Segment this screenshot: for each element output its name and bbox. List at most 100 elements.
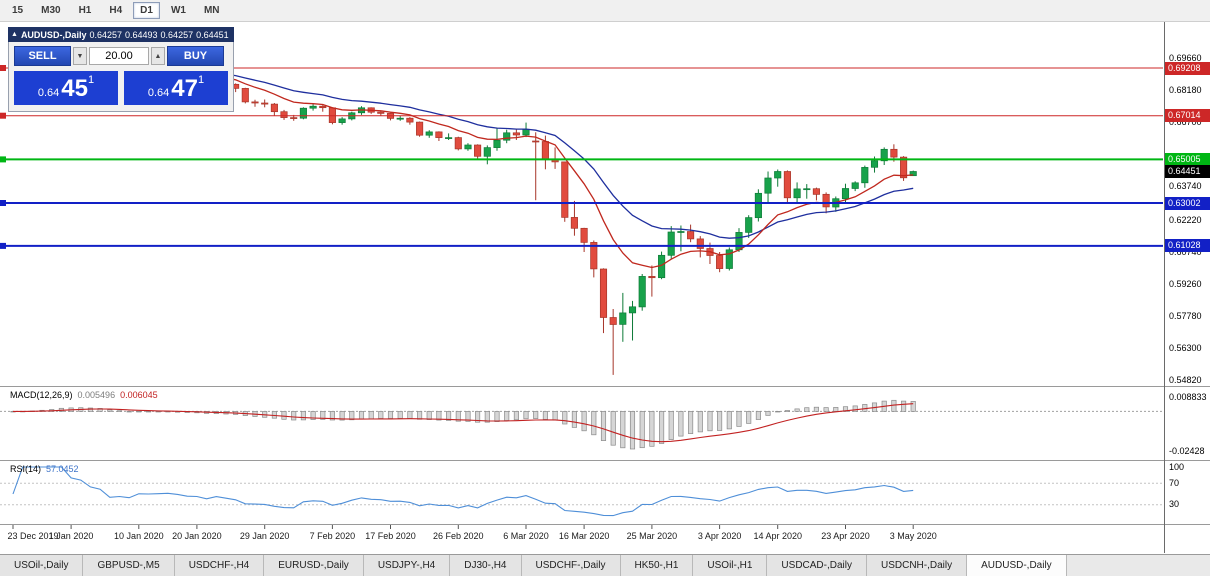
macd-histogram-bar xyxy=(746,411,752,424)
candle xyxy=(628,306,637,314)
candle xyxy=(396,117,404,120)
macd-histogram-bar xyxy=(126,411,132,413)
candle xyxy=(648,276,656,279)
hline-anchor[interactable] xyxy=(0,200,6,206)
timeframe-button-m30[interactable]: M30 xyxy=(34,2,67,19)
chart-tab-hk50-h1[interactable]: HK50-,H1 xyxy=(620,555,694,576)
macd-histogram-bar xyxy=(639,411,645,449)
chart-tab-dj30-h4[interactable]: DJ30-,H4 xyxy=(450,555,522,576)
macd-histogram-bar xyxy=(707,411,713,432)
chart-title-bar[interactable]: ▲ AUDUSD-,Daily 0.64257 0.64493 0.64257 … xyxy=(8,27,234,42)
macd-histogram-bar xyxy=(446,411,452,421)
macd-histogram-bar xyxy=(291,411,297,421)
macd-histogram-bar xyxy=(407,411,413,419)
ohlc-high: 0.64493 xyxy=(125,29,158,40)
macd-histogram-bar xyxy=(591,411,597,436)
chart-tab-usdchf-daily[interactable]: USDCHF-,Daily xyxy=(521,555,621,576)
macd-histogram-bar xyxy=(629,411,636,450)
macd-signal-line xyxy=(13,403,914,443)
candle xyxy=(774,171,782,179)
chart-tab-usdchf-h4[interactable]: USDCHF-,H4 xyxy=(174,555,265,576)
candle xyxy=(561,161,569,218)
candle xyxy=(512,132,520,136)
candle xyxy=(493,139,501,148)
macd-histogram-bar xyxy=(784,410,790,412)
macd-histogram-bar xyxy=(349,411,355,421)
timeframe-button-d1[interactable]: D1 xyxy=(133,2,160,19)
timeframe-button-h4[interactable]: H4 xyxy=(102,2,129,19)
candle xyxy=(299,107,307,119)
candle xyxy=(851,182,859,189)
macd-histogram-bar xyxy=(852,405,858,412)
chart-tab-gbpusd-m5[interactable]: GBPUSD-,M5 xyxy=(83,555,175,576)
timeframe-button-mn[interactable]: MN xyxy=(197,2,227,19)
macd-histogram-bar xyxy=(455,411,461,422)
volume-up-button[interactable]: ▲ xyxy=(151,47,165,65)
bid-pipette: 1 xyxy=(88,74,95,86)
macd-histogram-bar xyxy=(736,411,742,427)
candle xyxy=(890,148,898,158)
bid-price-display[interactable]: 0.64 45 1 xyxy=(14,71,118,105)
candle xyxy=(619,312,627,325)
macd-histogram-bar xyxy=(310,411,316,420)
chart-tab-usdcad-daily[interactable]: USDCAD-,Daily xyxy=(767,555,867,576)
candle xyxy=(812,188,820,195)
rsi-line xyxy=(12,466,914,517)
one-click-trading-panel: ▲ AUDUSD-,Daily 0.64257 0.64493 0.64257 … xyxy=(8,27,234,112)
chart-title: AUDUSD-,Daily xyxy=(20,29,87,40)
ohlc-open: 0.64257 xyxy=(89,29,122,40)
candle xyxy=(454,137,462,150)
chart-tab-audusd-daily[interactable]: AUDUSD-,Daily xyxy=(967,555,1067,576)
ask-price-display[interactable]: 0.64 47 1 xyxy=(124,71,228,105)
macd-histogram-bar xyxy=(688,411,694,434)
macd-histogram-bar xyxy=(823,407,829,412)
macd-histogram-bar xyxy=(804,407,810,412)
macd-histogram-bar xyxy=(659,411,665,444)
chart-tab-usdcnh-daily[interactable]: USDCNH-,Daily xyxy=(866,555,968,576)
timeframe-button-15[interactable]: 15 xyxy=(5,2,30,19)
macd-histogram-bar xyxy=(891,399,897,412)
macd-histogram-bar xyxy=(833,407,839,412)
volume-down-button[interactable]: ▼ xyxy=(73,47,87,65)
macd-histogram-bar xyxy=(862,404,868,412)
macd-histogram-bar xyxy=(494,411,500,422)
chart-tab-eurusd-daily[interactable]: EURUSD-,Daily xyxy=(264,555,364,576)
macd-histogram-bar xyxy=(775,411,781,413)
macd-histogram-bar xyxy=(717,411,723,431)
timeframe-button-w1[interactable]: W1 xyxy=(164,2,193,19)
sell-button[interactable]: SELL xyxy=(14,46,71,66)
candle xyxy=(764,177,772,194)
candle xyxy=(251,101,259,104)
candle xyxy=(435,131,443,138)
hline-anchor[interactable] xyxy=(0,242,6,249)
candle xyxy=(900,156,908,179)
ask-prefix: 0.64 xyxy=(147,87,170,99)
hline-anchor[interactable] xyxy=(0,65,6,71)
macd-histogram-bar xyxy=(426,411,432,420)
macd-histogram-bar xyxy=(910,401,916,412)
chart-tab-usdjpy-h4[interactable]: USDJPY-,H4 xyxy=(363,555,451,576)
macd-histogram-bar xyxy=(281,411,287,420)
hline-anchor[interactable] xyxy=(0,156,6,163)
collapse-panel-icon[interactable]: ▲ xyxy=(11,31,18,38)
chart-tab-bar: USOil-,Daily GBPUSD-,M5 USDCHF-,H4 EURUSD-,… xyxy=(0,554,1210,576)
volume-input[interactable] xyxy=(89,47,149,65)
bid-big-digits: 45 xyxy=(61,75,88,102)
buy-button[interactable]: BUY xyxy=(167,46,224,66)
chart-tab-usoil-h1[interactable]: USOil-,H1 xyxy=(693,555,768,576)
macd-histogram-bar xyxy=(581,411,587,432)
macd-histogram-bar xyxy=(300,411,306,421)
chart-tab-usoil-daily[interactable]: USOil-,Daily xyxy=(0,555,84,576)
candle xyxy=(416,121,424,136)
candle xyxy=(319,105,327,109)
rsi-layer xyxy=(0,466,1163,517)
timeframe-button-h1[interactable]: H1 xyxy=(72,2,99,19)
macd-histogram-bar xyxy=(368,411,374,420)
candle xyxy=(599,268,608,318)
candle xyxy=(261,102,269,105)
candle xyxy=(280,111,288,118)
hline-anchor[interactable] xyxy=(0,112,6,119)
candle xyxy=(638,276,646,308)
macd-histogram-bar xyxy=(678,411,684,437)
